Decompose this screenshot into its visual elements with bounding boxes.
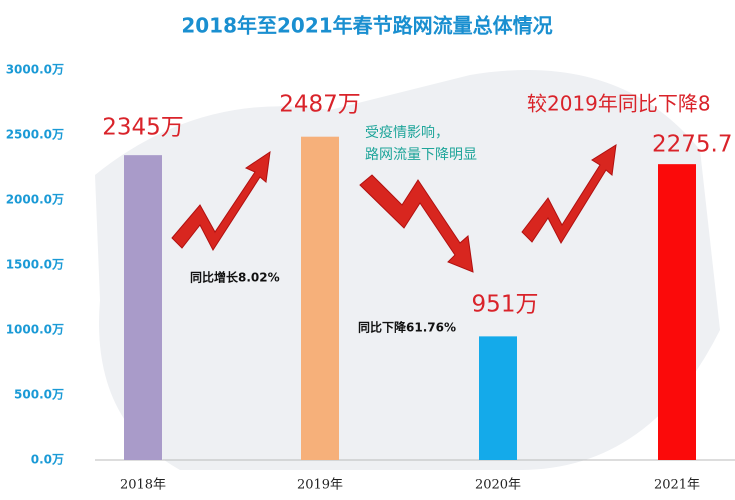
y-tick-label: 0.0万 <box>31 453 64 467</box>
y-tick-label: 3000.0万 <box>6 63 64 77</box>
value-label: 2275.7 <box>652 132 732 158</box>
annotation: 较2019年同比下降8 <box>527 92 711 116</box>
value-label: 951万 <box>472 292 539 318</box>
annotation: 同比下降61.76% <box>358 320 456 335</box>
bar <box>124 155 162 460</box>
bar <box>479 336 517 460</box>
bar <box>658 164 696 460</box>
annotation: 同比增长8.02% <box>190 270 280 285</box>
y-tick-label: 2000.0万 <box>6 193 64 207</box>
value-label: 2345万 <box>102 115 184 141</box>
bar <box>301 136 339 460</box>
y-tick-label: 2500.0万 <box>6 128 64 142</box>
y-tick-label: 1500.0万 <box>6 258 64 272</box>
arrows <box>171 144 617 273</box>
x-tick-label: 2018年 <box>120 478 166 493</box>
chart-title: 2018年至2021年春节路网流量总体情况 <box>181 14 552 38</box>
y-tick-label: 500.0万 <box>14 388 64 402</box>
y-tick-label: 1000.0万 <box>6 323 64 337</box>
value-label: 2487万 <box>279 92 361 118</box>
annotation: 受疫情影响， <box>365 125 449 141</box>
x-tick-label: 2019年 <box>297 478 343 493</box>
annotation: 路网流量下降明显 <box>365 147 477 163</box>
x-tick-label: 2020年 <box>475 478 521 493</box>
x-tick-label: 2021年 <box>654 478 700 493</box>
